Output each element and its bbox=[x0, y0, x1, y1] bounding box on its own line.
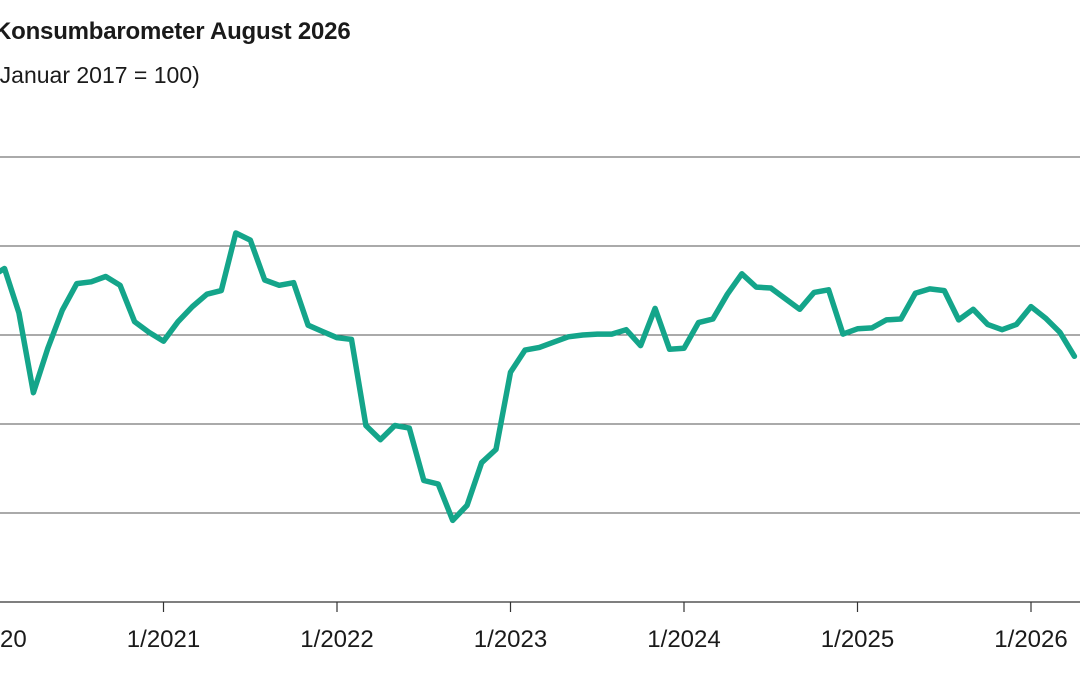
x-tick-label: 1/2026 bbox=[994, 626, 1067, 653]
x-tick-label: 1/2022 bbox=[300, 626, 373, 653]
x-axis-ticks: 1/2020 1/2021 1/2022 1/2023 1/2024 1/2025 1/20… bbox=[0, 602, 1068, 653]
x-tick-label: 1/2021 bbox=[127, 626, 200, 653]
x-tick-label: 1/2025 bbox=[821, 626, 894, 653]
x-tick-label: 1/2020 bbox=[0, 626, 27, 653]
chart-title: Konsumbarometer August 2026 bbox=[0, 18, 351, 45]
chart-subtitle: (Januar 2017 = 100) bbox=[0, 62, 200, 88]
gridlines bbox=[0, 156, 1080, 514]
x-tick-label: 1/2023 bbox=[474, 626, 547, 653]
x-tick-label: 1/2024 bbox=[647, 626, 720, 653]
series-line bbox=[0, 230, 1078, 524]
